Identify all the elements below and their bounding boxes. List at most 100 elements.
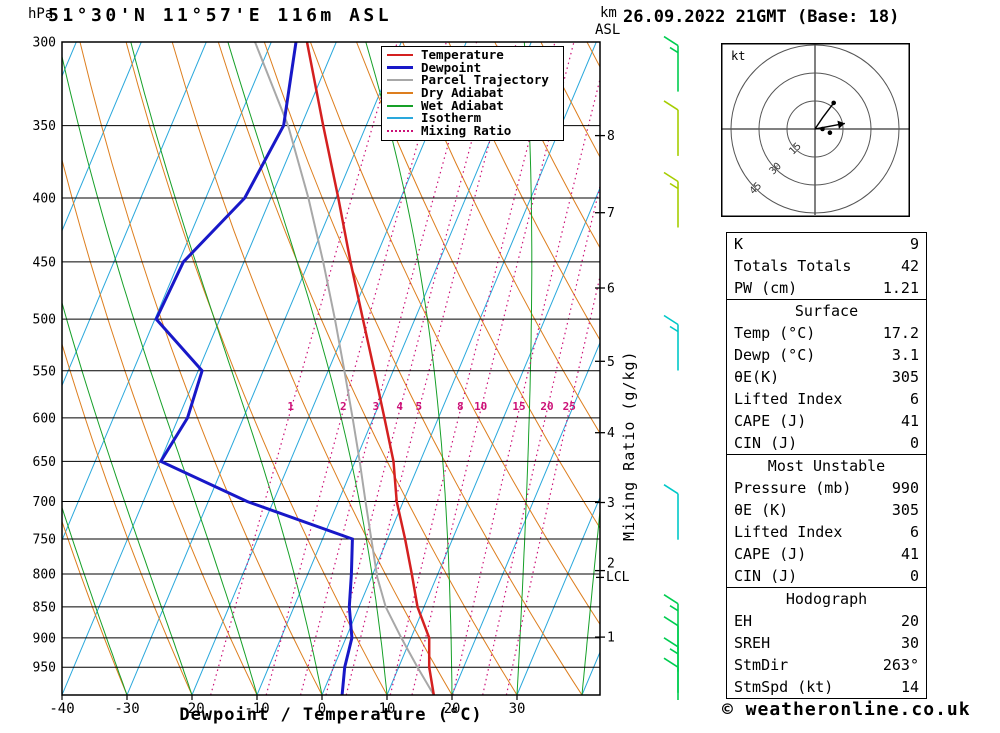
mixing-ratio-label: 10 <box>474 400 487 413</box>
legend-label: Wet Adiabat <box>421 97 504 113</box>
table-section-most-unstable: Most Unstable Pressure (mb) 990 θE (K) 305 Li… <box>726 454 927 588</box>
wind-barb <box>663 657 679 700</box>
pressure-tick-label: 450 <box>33 255 56 270</box>
pressure-tick-label: 550 <box>33 364 56 379</box>
table-row: StmDir 263° <box>727 654 926 676</box>
table-row: Dewp (°C) 3.1 <box>727 344 926 366</box>
legend-swatch-dry-adiabat <box>387 92 413 95</box>
legend-label: Mixing Ratio <box>421 122 512 138</box>
wind-barb <box>663 314 679 371</box>
row-label: Dewp (°C) <box>734 346 816 364</box>
pressure-tick-label: 350 <box>33 119 56 134</box>
legend-item: Wet Adiabat <box>387 99 558 112</box>
row-label: StmSpd (kt) <box>734 678 834 696</box>
legend-label: Dewpoint <box>421 59 482 75</box>
row-label: CIN (J) <box>734 434 798 452</box>
altitude-axis-unit-asl: ASL <box>595 22 621 38</box>
pressure-tick-label: 750 <box>33 533 56 548</box>
mixing-ratio-label: 15 <box>512 400 525 413</box>
mixing-ratio-labels: 1 2 3 4 5 8 10 15 20 25 <box>287 400 576 413</box>
row-value: 263° <box>882 656 919 674</box>
pressure-tick-labels: 300 350 400 450 500 550 600 650 700 750 800 850 900 9… <box>33 36 56 676</box>
hodograph-wind-dot <box>831 100 836 106</box>
temperature-tick-label: -40 <box>49 701 74 717</box>
table-row: θE (K) 305 <box>727 499 926 521</box>
table-row: EH 20 <box>727 610 926 632</box>
row-value: 6 <box>909 523 919 541</box>
row-label: SREH <box>734 634 771 652</box>
hodograph-wind-trace <box>814 102 835 130</box>
row-value: 1.21 <box>882 279 919 297</box>
temperature-tick-label: 20 <box>444 701 461 717</box>
legend-swatch-wet-adiabat <box>387 104 413 107</box>
pressure-tick-label: 850 <box>33 600 56 615</box>
row-label: Temp (°C) <box>734 324 816 342</box>
row-value: 41 <box>900 412 919 430</box>
wind-barb <box>663 100 679 156</box>
row-label: StmDir <box>734 656 789 674</box>
table-section-header: Surface <box>794 302 859 320</box>
hodograph-ring <box>786 100 844 158</box>
row-value: 42 <box>900 257 919 275</box>
wind-barb <box>663 171 679 228</box>
row-value: 41 <box>900 545 919 563</box>
row-label: Lifted Index <box>734 390 843 408</box>
row-label: θE (K) <box>734 501 789 519</box>
km-tick-label: 5 <box>607 355 615 370</box>
legend-label: Parcel Trajectory <box>421 72 549 88</box>
mixing-ratio-label: 3 <box>372 400 379 413</box>
row-value: 9 <box>909 235 919 253</box>
legend-label: Isotherm <box>421 110 482 126</box>
hodograph-wind-dot <box>827 130 833 135</box>
mixing-ratio-axis-title: Mixing Ratio (g/kg) <box>620 350 638 541</box>
row-label: θE(K) <box>734 368 780 386</box>
table-row: Lifted Index 6 <box>727 388 926 410</box>
table-row: Totals Totals 42 <box>727 255 926 277</box>
hodograph-ring <box>730 44 900 214</box>
row-label: Pressure (mb) <box>734 479 852 497</box>
temperature-tick-label: -20 <box>179 701 204 717</box>
sounding-curves <box>154 42 436 695</box>
mixing-ratio-label: 1 <box>287 400 294 413</box>
table-section-header: Hodograph <box>785 590 868 608</box>
km-tick-label: 1 <box>607 631 615 646</box>
row-value: 30 <box>900 634 919 652</box>
row-label: Totals Totals <box>734 257 852 275</box>
hodograph-ring <box>758 72 872 186</box>
table-row: Temp (°C) 17.2 <box>727 322 926 344</box>
row-value: 990 <box>891 479 919 497</box>
pressure-tick-label: 500 <box>33 313 56 328</box>
legend-label: Dry Adiabat <box>421 85 504 101</box>
legend-item: Dewpoint <box>387 59 558 75</box>
row-value: 305 <box>891 368 919 386</box>
page-title: 51°30'N 11°57'E 116m ASL <box>48 5 393 26</box>
km-tick-label: 8 <box>607 129 615 144</box>
wind-barbs <box>663 35 679 700</box>
pressure-axis-unit: hPa <box>28 6 54 22</box>
row-label: K <box>734 235 744 253</box>
row-value: 14 <box>900 678 919 696</box>
legend-label: Temperature <box>421 47 504 63</box>
table-row: CIN (J) 0 <box>727 565 926 587</box>
indices-table: K 9 Totals Totals 42 PW (cm) 1.21 Surface Temp … <box>726 232 927 699</box>
table-row: θE(K) 305 <box>727 366 926 388</box>
legend-swatch-parcel-trajectory <box>387 79 413 82</box>
temperature-tick-label: 0 <box>318 701 326 717</box>
pressure-tick-label: 300 <box>33 36 56 51</box>
table-row: StmSpd (kt) 14 <box>727 676 926 698</box>
row-value: 305 <box>891 501 919 519</box>
row-label: CAPE (J) <box>734 412 807 430</box>
legend-item: Isotherm <box>387 112 558 125</box>
row-value: 0 <box>909 567 919 585</box>
copyright: © weatheronline.co.uk <box>722 699 971 720</box>
table-row: Lifted Index 6 <box>727 521 926 543</box>
mixing-ratio-label: 4 <box>396 400 403 413</box>
row-value: 6 <box>909 390 919 408</box>
altitude-axis-unit-km: km <box>600 5 617 21</box>
temperature-tick-labels: -40 -30 -20 -10 0 10 20 30 <box>49 695 525 717</box>
row-label: EH <box>734 612 753 630</box>
km-tick-label: 4 <box>607 426 615 441</box>
temperature-tick-label: -30 <box>114 701 139 717</box>
wind-barb <box>663 35 679 92</box>
